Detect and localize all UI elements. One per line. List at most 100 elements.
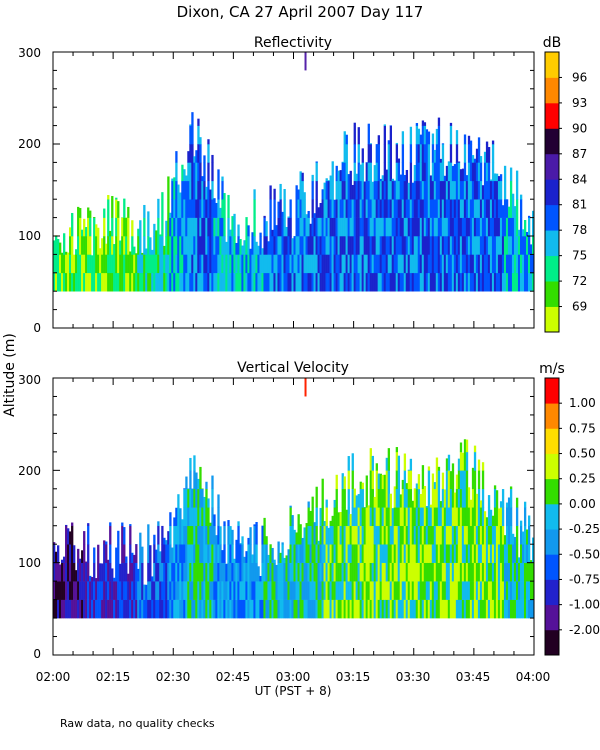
data-cell <box>79 217 82 237</box>
data-cell <box>217 169 220 182</box>
data-cell <box>493 199 497 218</box>
data-cell <box>453 599 457 619</box>
data-cell <box>359 254 362 274</box>
data-cell <box>149 581 152 600</box>
data-cell <box>527 236 531 255</box>
data-cell <box>103 254 106 274</box>
data-cell <box>117 217 120 237</box>
data-cell <box>477 470 481 490</box>
data-cell <box>497 254 501 274</box>
data-cell <box>141 599 144 619</box>
data-cell <box>57 581 60 600</box>
data-cell <box>81 254 84 274</box>
data-cell <box>283 581 286 600</box>
data-cell <box>469 199 473 218</box>
data-cell <box>135 599 138 619</box>
data-cell <box>451 581 455 600</box>
data-cell <box>515 599 519 619</box>
data-cell <box>357 236 360 255</box>
data-cell <box>85 254 88 274</box>
data-cell <box>161 581 164 600</box>
data-cell <box>399 180 403 200</box>
data-cell <box>501 562 505 582</box>
data-cell <box>385 581 388 600</box>
data-cell <box>269 544 272 563</box>
data-cell <box>433 507 437 527</box>
data-cell <box>285 555 288 563</box>
data-cell <box>451 544 455 563</box>
data-cell <box>371 181 374 200</box>
data-cell <box>199 525 202 545</box>
data-cell <box>197 478 200 490</box>
data-cell <box>349 514 352 527</box>
data-cell <box>209 544 212 563</box>
data-cell <box>359 199 362 218</box>
data-cell <box>349 562 352 582</box>
data-cell <box>227 581 230 600</box>
data-cell <box>387 140 390 145</box>
data-cell <box>167 217 170 237</box>
data-cell <box>179 544 182 563</box>
data-cell <box>393 488 397 508</box>
data-cell <box>185 272 188 292</box>
data-cell <box>301 272 304 292</box>
data-cell <box>373 599 376 619</box>
data-cell <box>291 272 294 292</box>
data-cell <box>445 254 449 274</box>
data-cell <box>389 599 393 619</box>
data-cell <box>63 272 66 292</box>
data-cell <box>379 254 382 274</box>
data-cell <box>219 544 222 563</box>
data-cell <box>519 562 523 582</box>
data-cell <box>395 142 399 145</box>
data-cell <box>63 556 66 563</box>
data-cell <box>273 199 276 218</box>
data-cell <box>61 272 64 292</box>
data-cell <box>481 562 485 582</box>
data-cell <box>255 241 258 255</box>
data-cell <box>355 254 358 274</box>
data-cell <box>101 238 104 255</box>
data-cell <box>189 470 192 490</box>
data-cell <box>513 536 517 545</box>
data-cell <box>227 562 230 582</box>
data-cell <box>271 272 274 292</box>
data-cell <box>261 248 264 255</box>
colorbar-swatch <box>545 255 559 282</box>
data-cell <box>107 195 110 200</box>
data-cell <box>457 470 461 490</box>
data-cell <box>315 161 318 163</box>
data-cell <box>177 581 180 600</box>
data-cell <box>61 559 64 563</box>
data-cell <box>427 466 431 471</box>
data-cell <box>501 489 505 508</box>
data-cell <box>355 525 358 545</box>
data-cell <box>451 165 455 182</box>
data-cell <box>511 581 515 600</box>
data-cell <box>415 162 419 182</box>
data-cell <box>361 162 364 182</box>
colorbar-label: 87 <box>572 147 587 161</box>
data-cell <box>523 254 527 274</box>
data-cell <box>377 144 380 163</box>
data-cell <box>361 562 364 582</box>
data-cell <box>511 533 515 545</box>
data-cell <box>159 254 162 274</box>
data-cell <box>123 272 126 292</box>
data-cell <box>443 489 447 508</box>
data-cell <box>131 599 134 619</box>
data-cell <box>409 525 413 545</box>
data-cell <box>299 199 302 218</box>
x-tick-label: 02:15 <box>96 670 131 684</box>
data-cell <box>493 217 497 237</box>
data-cell <box>307 599 310 619</box>
data-cell <box>395 272 399 292</box>
data-cell <box>453 492 457 508</box>
data-cell <box>173 544 176 563</box>
data-cell <box>393 272 397 292</box>
data-cell <box>341 562 344 582</box>
data-cell <box>499 180 503 200</box>
data-cell <box>265 536 268 545</box>
data-cell <box>525 599 529 619</box>
data-cell <box>347 581 350 600</box>
